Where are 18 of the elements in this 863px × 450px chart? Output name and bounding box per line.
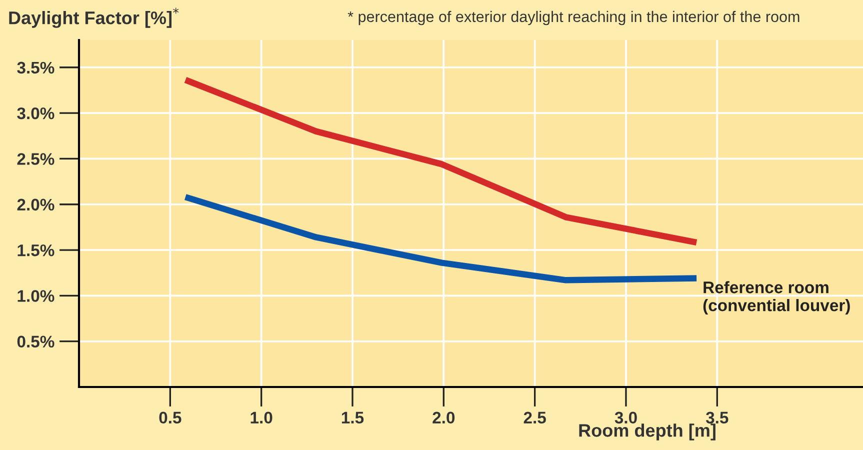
y-tick-label: 2.0% — [17, 198, 54, 211]
x-tick-label: 3.5 — [706, 412, 728, 424]
x-tick-label: 1.0 — [250, 412, 272, 424]
y-axis-title: Daylight Factor [%]$^{*}$ — [9, 8, 179, 28]
x-tick-label: 3.0 — [614, 412, 637, 424]
x-tick-label: 2.0 — [432, 412, 455, 424]
y-tick-label: 3.5% — [17, 62, 54, 74]
y-tick-label: 3.0% — [17, 107, 54, 120]
text: * percentage of exterior daylight reaching in the interior of the room — [348, 10, 800, 26]
y-tick-label: 1.5% — [18, 244, 54, 256]
x-tick-label: 2.5 — [524, 412, 546, 424]
x-tick-label: 1.5 — [342, 412, 364, 424]
y-tick-label: 2.5% — [17, 153, 54, 165]
series-label: Reference room (convential louver) — [703, 281, 850, 315]
x-axis-title: Room depth [m] — [579, 424, 716, 440]
y-tick-label: 0.5% — [17, 336, 54, 348]
y-tick-label: 1.0% — [18, 290, 54, 302]
x-tick-label: 0.5 — [159, 412, 182, 424]
